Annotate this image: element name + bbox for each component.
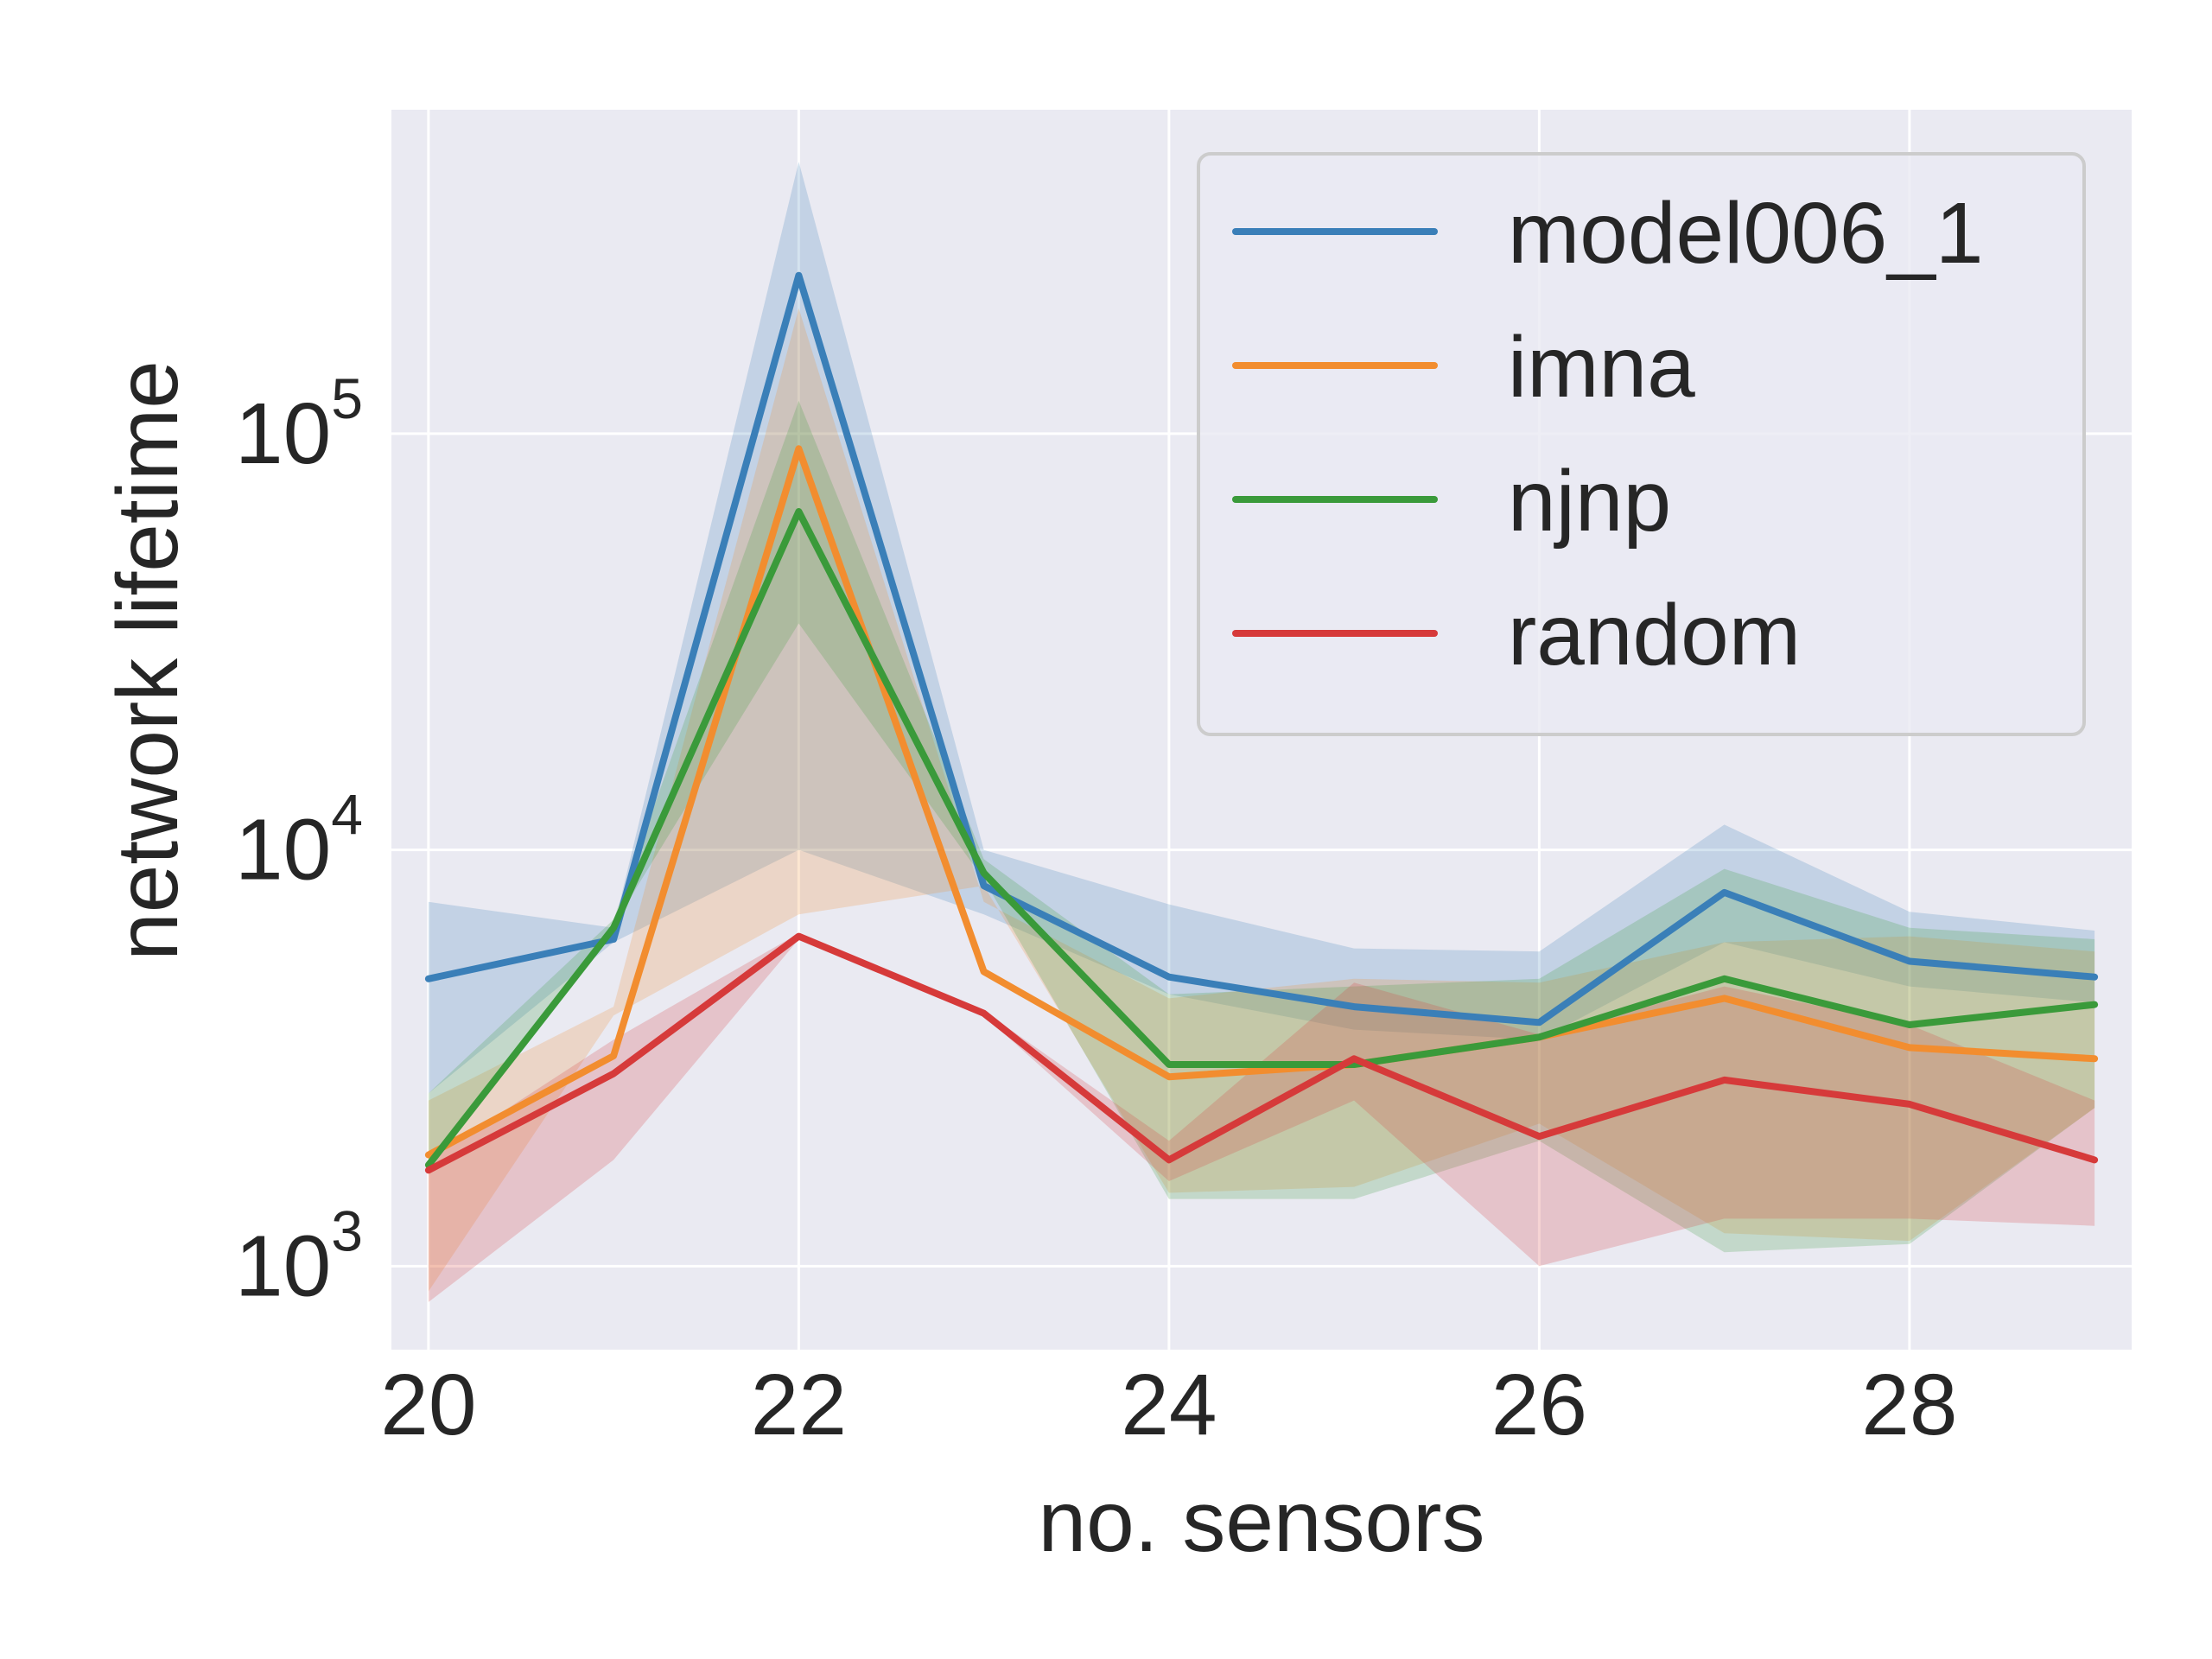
series-lines bbox=[424, 271, 2099, 1174]
x-tick-label: 20 bbox=[380, 1357, 476, 1453]
x-tick-label: 28 bbox=[1861, 1357, 1957, 1453]
x-tick-label: 24 bbox=[1121, 1357, 1217, 1453]
legend-label: random bbox=[1508, 587, 1801, 683]
line-random bbox=[424, 932, 2099, 1174]
line-model006-1 bbox=[424, 271, 2099, 1027]
x-tick-label: 22 bbox=[751, 1357, 847, 1453]
line-njnp bbox=[424, 508, 2099, 1169]
x-axis-ticks: 20 22 24 26 28 bbox=[380, 1357, 1957, 1453]
legend-label: njnp bbox=[1508, 453, 1671, 550]
band-njnp bbox=[428, 400, 2095, 1253]
y-axis-title: network lifetime bbox=[99, 360, 196, 961]
x-tick-label: 26 bbox=[1491, 1357, 1587, 1453]
legend-label: model006_1 bbox=[1508, 185, 1983, 282]
legend-label: imna bbox=[1508, 319, 1695, 416]
confidence-bands bbox=[428, 162, 2095, 1302]
line-imna bbox=[424, 445, 2099, 1159]
x-axis-title: no. sensors bbox=[1039, 1473, 1485, 1570]
band-imna bbox=[428, 308, 2095, 1292]
y-tick-label: 104 bbox=[235, 783, 363, 899]
y-tick-label: 105 bbox=[235, 366, 363, 482]
band-model006-1 bbox=[428, 162, 2095, 1094]
legend-box bbox=[1197, 152, 2086, 736]
y-tick-label: 103 bbox=[235, 1198, 363, 1314]
y-axis-ticks: 103 104 105 bbox=[235, 366, 363, 1314]
band-random bbox=[428, 933, 2095, 1302]
